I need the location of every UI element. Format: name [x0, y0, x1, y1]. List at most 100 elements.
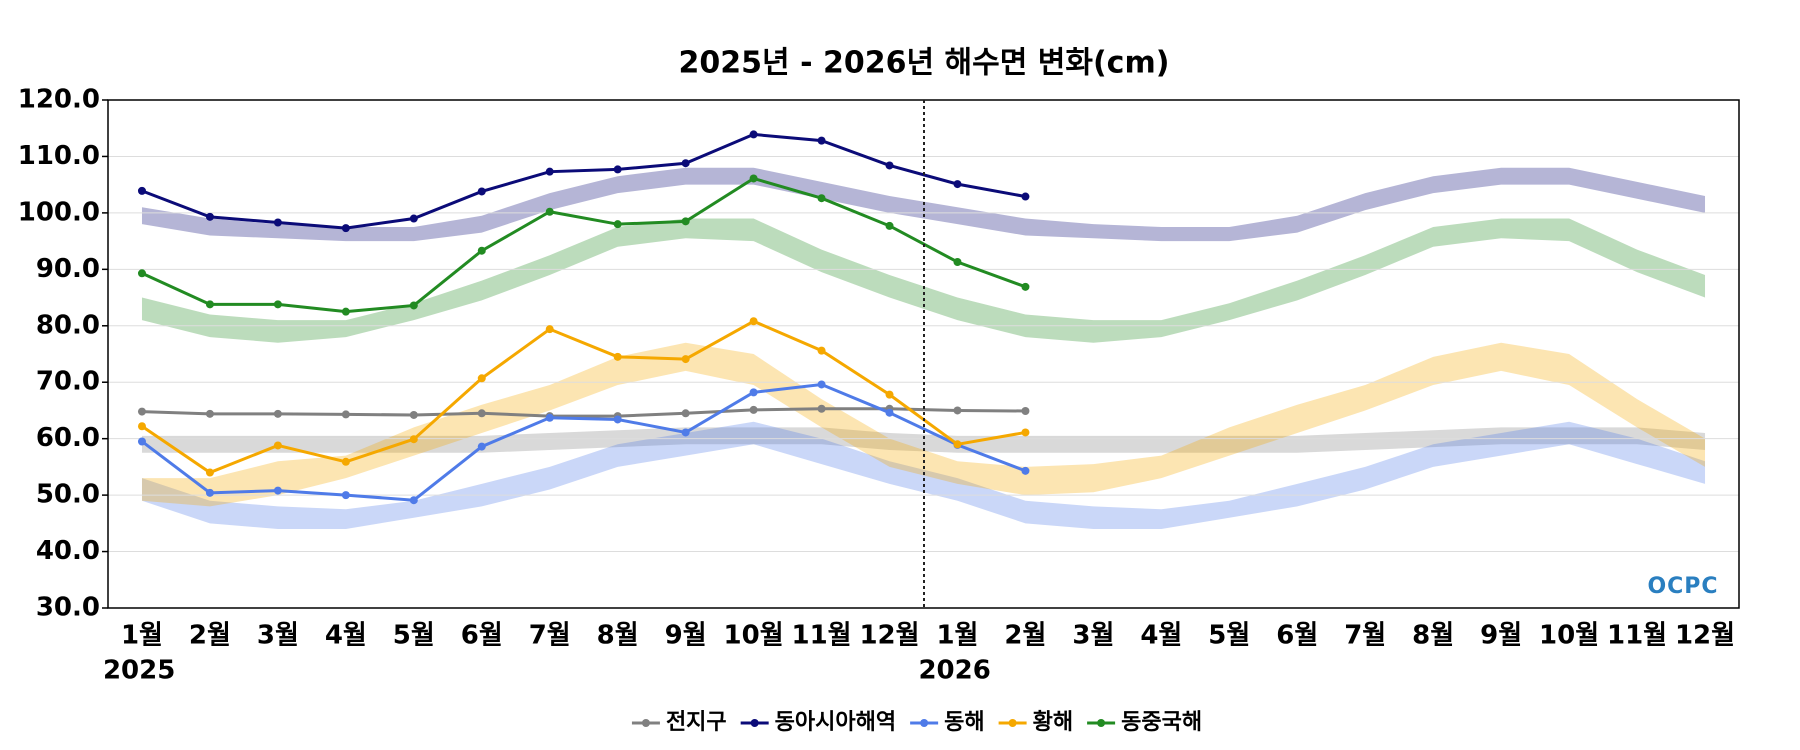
x-tick-label: 11월: [792, 621, 852, 651]
legend-item: 동해: [910, 710, 985, 735]
lines: [137, 130, 1030, 505]
point: [953, 406, 962, 415]
x-tick-label: 12월: [1675, 621, 1735, 651]
series-line: [141, 319, 1026, 475]
legend-item: 동아시아해역: [740, 710, 896, 735]
y-tick-label: 80.0: [36, 310, 100, 340]
point: [681, 355, 690, 364]
point: [749, 388, 758, 397]
point: [273, 300, 282, 309]
y-tick-label: 90.0: [36, 254, 100, 284]
point: [341, 491, 350, 500]
y-tick-label: 60.0: [36, 423, 100, 453]
legend: 전지구 동아시아해역 동해 황해 동중국해: [631, 710, 1202, 735]
y-tick-label: 100.0: [18, 197, 100, 227]
point: [885, 161, 894, 170]
x-tick-label: 3월: [257, 621, 299, 651]
point: [137, 422, 146, 431]
point: [681, 428, 690, 437]
point: [613, 165, 622, 174]
x-tick-label: 7월: [529, 621, 571, 651]
point: [817, 346, 826, 355]
y-tick-label: 70.0: [36, 367, 100, 397]
point: [749, 405, 758, 414]
point: [409, 435, 418, 444]
y-tick-label: 110.0: [18, 141, 100, 171]
point: [953, 257, 962, 266]
point: [885, 221, 894, 230]
x-tick-label: 2월: [189, 621, 231, 651]
y-tick-label: 30.0: [36, 593, 100, 623]
x-tick-label: 6월: [461, 621, 503, 651]
point: [681, 159, 690, 168]
legend-item: 황해: [998, 710, 1073, 735]
point: [205, 488, 214, 497]
point: [817, 194, 826, 203]
legend-label: 동아시아해역: [775, 710, 896, 735]
point: [477, 442, 486, 451]
point: [341, 410, 350, 419]
legend-marker: [920, 719, 929, 727]
chart-title: 2025년 - 2026년 해수면 변화(cm): [679, 46, 1170, 81]
watermark: OCPC: [1647, 574, 1718, 599]
point: [545, 167, 554, 176]
point: [273, 486, 282, 495]
range-band: [141, 218, 1706, 343]
x-tick-label: 11월: [1607, 621, 1667, 651]
point: [545, 413, 554, 422]
point: [477, 409, 486, 418]
x-tick-label: 4월: [1140, 621, 1182, 651]
point: [137, 437, 146, 446]
point: [817, 136, 826, 145]
point: [205, 409, 214, 418]
point: [477, 246, 486, 255]
x-tick-label: 10월: [724, 621, 784, 651]
x-tick-label: 6월: [1276, 621, 1318, 651]
series-line: [141, 132, 1026, 230]
point: [477, 374, 486, 383]
point: [205, 468, 214, 477]
legend-item: 전지구: [631, 710, 727, 735]
point: [137, 269, 146, 278]
x-tick-label: 5월: [393, 621, 435, 651]
point: [613, 415, 622, 424]
legend-label: 동해: [944, 710, 984, 735]
point: [613, 220, 622, 229]
point: [1021, 282, 1030, 291]
y-tick-label: 120.0: [18, 85, 100, 115]
x-tick-label: 4월: [325, 621, 367, 651]
x-tick-label: 3월: [1072, 621, 1114, 651]
point: [885, 390, 894, 399]
x-tick-label: 2월: [1004, 621, 1046, 651]
point: [953, 180, 962, 189]
point: [1021, 192, 1030, 201]
point: [273, 218, 282, 227]
x-tick-label: 7월: [1344, 621, 1386, 651]
legend-marker: [641, 719, 650, 727]
x-tick-label: 8월: [597, 621, 639, 651]
point: [953, 440, 962, 449]
series-line: [141, 176, 1026, 314]
point: [341, 457, 350, 466]
point: [341, 224, 350, 233]
point: [409, 214, 418, 223]
x-tick-label: 1월: [121, 621, 163, 651]
point: [273, 441, 282, 450]
point: [477, 187, 486, 196]
point: [749, 174, 758, 183]
legend-label: 황해: [1033, 710, 1073, 735]
point: [409, 410, 418, 419]
legend-marker: [750, 719, 759, 727]
point: [545, 207, 554, 216]
point: [681, 217, 690, 226]
range-band: [141, 421, 1706, 529]
point: [1021, 407, 1030, 416]
year-label: 2025: [103, 656, 175, 686]
range-band: [141, 427, 1706, 453]
point: [681, 409, 690, 418]
point: [409, 496, 418, 505]
x-tick-label: 1월: [936, 621, 978, 651]
point: [749, 130, 758, 139]
point: [137, 186, 146, 195]
